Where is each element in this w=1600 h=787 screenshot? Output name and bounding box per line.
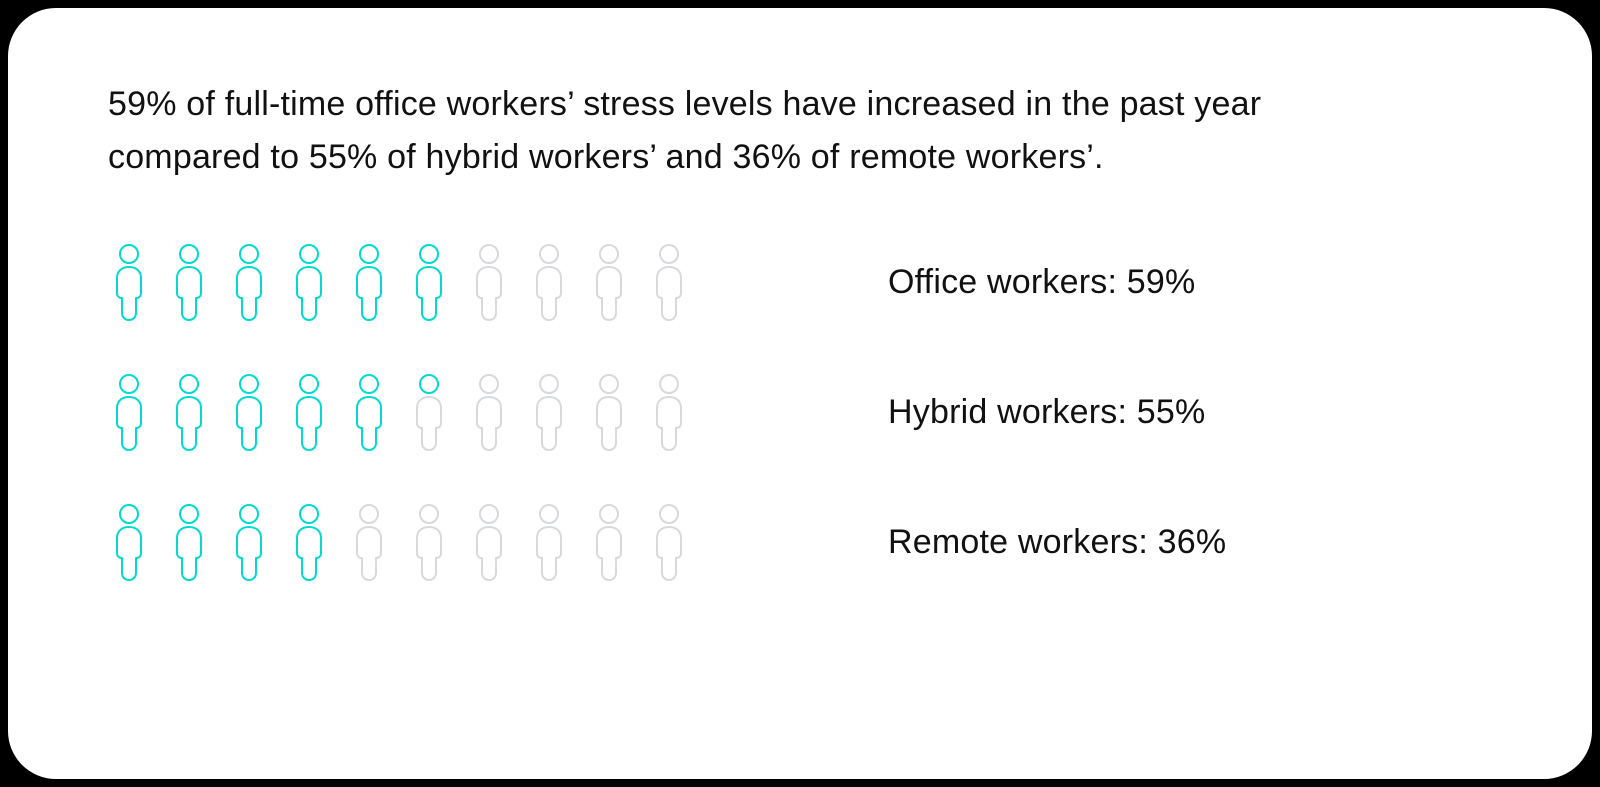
person-icon: [588, 243, 630, 321]
person-icon: [228, 243, 270, 321]
icon-strip: [108, 503, 828, 581]
person-icon: [588, 503, 630, 581]
pictogram-rows: Office workers: 59%: [108, 243, 1492, 581]
person-icon: [648, 243, 690, 321]
person-icon: [348, 373, 390, 451]
row-label-hybrid: Hybrid workers: 55%: [888, 393, 1205, 432]
pictogram-row-remote: Remote workers: 36%: [108, 503, 1492, 581]
person-icon: [348, 503, 390, 581]
person-icon: [348, 243, 390, 321]
person-icon: [648, 373, 690, 451]
person-icon: [468, 243, 510, 321]
person-icon: [468, 373, 510, 451]
icon-strip: [108, 373, 828, 451]
person-icon: [108, 243, 150, 321]
headline-text: 59% of full-time office workers’ stress …: [108, 78, 1388, 183]
person-icon: [648, 503, 690, 581]
person-icon: [528, 503, 570, 581]
person-icon: [108, 373, 150, 451]
person-icon: [108, 503, 150, 581]
row-label-remote: Remote workers: 36%: [888, 523, 1226, 562]
icon-strip: [108, 243, 828, 321]
person-icon: [168, 503, 210, 581]
person-icon: [528, 373, 570, 451]
person-icon: [288, 373, 330, 451]
person-icon: [228, 503, 270, 581]
person-icon: [408, 503, 450, 581]
person-icon: [228, 373, 270, 451]
person-icon: [168, 373, 210, 451]
person-icon: [528, 243, 570, 321]
pictogram-row-office: Office workers: 59%: [108, 243, 1492, 321]
pictogram-row-hybrid: Hybrid workers: 55%: [108, 373, 1492, 451]
person-icon: [468, 503, 510, 581]
person-icon: [288, 243, 330, 321]
person-icon: [288, 503, 330, 581]
person-icon: [408, 373, 450, 451]
row-label-office: Office workers: 59%: [888, 263, 1195, 302]
info-card: 59% of full-time office workers’ stress …: [8, 8, 1592, 779]
person-icon: [168, 243, 210, 321]
person-icon: [588, 373, 630, 451]
person-icon: [408, 243, 450, 321]
